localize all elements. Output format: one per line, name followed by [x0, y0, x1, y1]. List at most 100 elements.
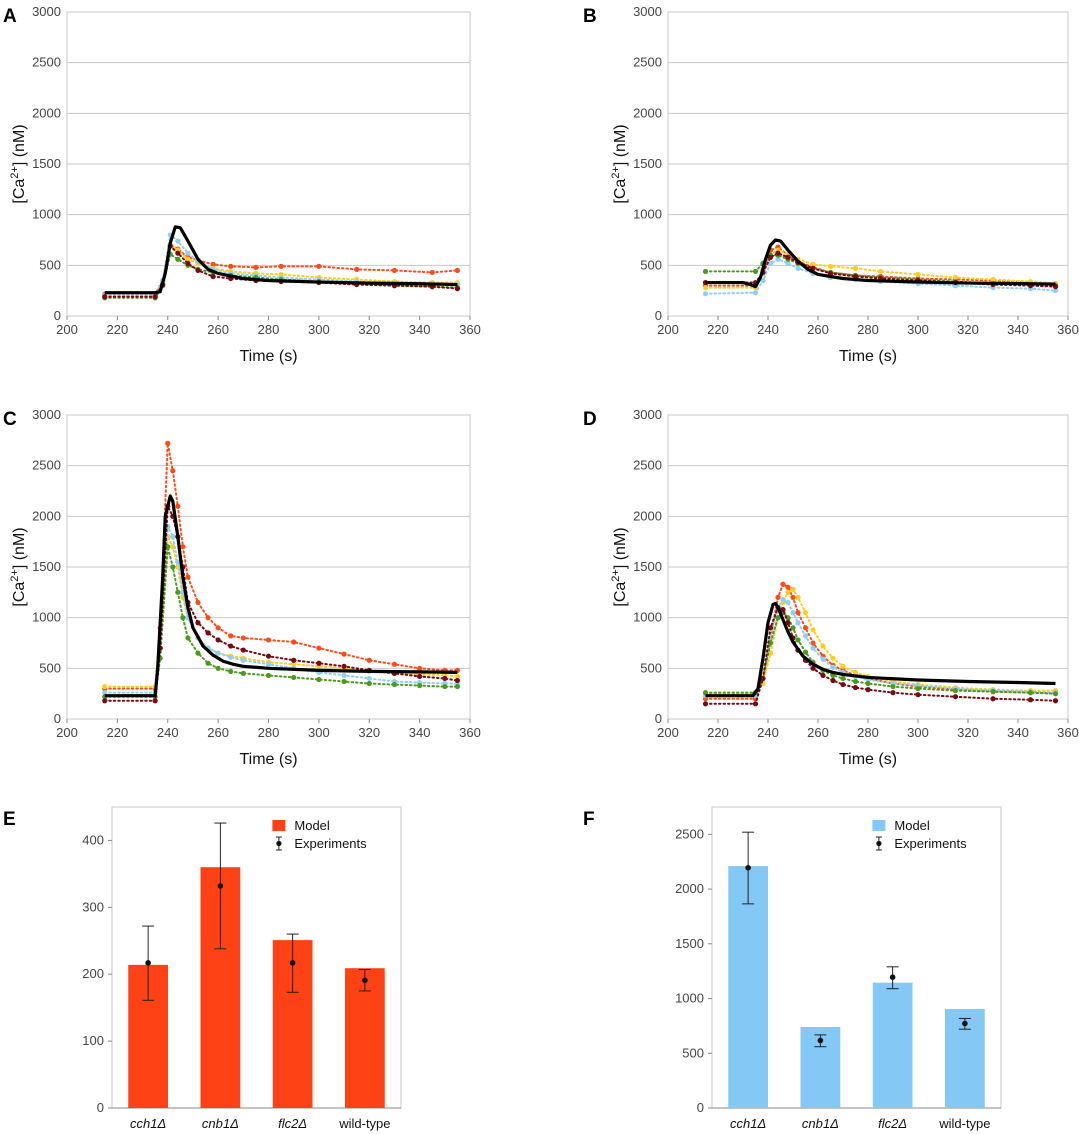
experiment-point [175, 503, 181, 509]
experiment-point [102, 294, 108, 300]
experiment-point [852, 273, 859, 280]
x-tick-label: 200 [657, 322, 679, 337]
x-tick-label: 260 [207, 725, 229, 740]
model-bar [872, 982, 913, 1108]
y-axis-label-part: ] (nM) [612, 124, 629, 166]
experiment-point [1027, 697, 1034, 703]
experiment-point [265, 672, 272, 679]
y-tick-label: 500 [39, 257, 61, 272]
experiment-point [195, 650, 201, 656]
experiment-point [810, 640, 816, 646]
experiment-mean-point [145, 960, 151, 966]
experiment-point [952, 694, 959, 700]
experiment-point [702, 291, 709, 297]
x-tick-label: 300 [907, 725, 929, 740]
experiment-series-line [704, 587, 1057, 695]
y-tick-label: 2000 [32, 508, 61, 523]
experiment-point [830, 677, 836, 684]
experiment-point [195, 267, 201, 273]
experiment-series-line [704, 582, 1057, 700]
experiment-point [795, 620, 801, 626]
experiment-point [454, 677, 461, 684]
experiment-point [890, 683, 896, 690]
experiment-point [228, 668, 234, 674]
experiment-point [316, 263, 322, 269]
y-tick-label: 200 [82, 966, 104, 981]
y-tick-label: 1000 [32, 610, 61, 625]
experiment-point [877, 268, 884, 275]
experiment-mean-point [817, 1037, 824, 1044]
experiment-point [175, 559, 181, 565]
experiment-point [1027, 690, 1034, 696]
experiment-point [810, 665, 816, 671]
x-tick-label: 300 [907, 322, 929, 337]
experiment-point [890, 690, 896, 696]
experiment-point [417, 673, 423, 680]
experiment-point [278, 263, 284, 269]
experiment-point [170, 564, 176, 570]
y-tick-label: 0 [54, 711, 61, 726]
y-axis-label-part: ] (nM) [11, 124, 28, 166]
x-tick-label: 340 [409, 725, 431, 740]
experiment-point [915, 692, 921, 698]
experiment-point [180, 615, 186, 621]
y-tick-label: 500 [640, 257, 662, 272]
experiment-point [210, 261, 216, 267]
experiment-point [185, 256, 191, 262]
x-tick-label: 280 [258, 322, 280, 337]
x-tick-label: 260 [807, 322, 829, 337]
experiment-point [265, 637, 272, 643]
legend-model-label: Model [294, 818, 330, 833]
experiment-point [1052, 698, 1059, 704]
y-tick-label: 300 [82, 899, 104, 914]
category-label: cnb1Δ [202, 1116, 239, 1131]
x-tick-label: 240 [757, 725, 779, 740]
experiment-point [785, 615, 791, 621]
y-tick-label: 2000 [633, 105, 662, 120]
experiment-point [228, 643, 234, 649]
experiment-point [760, 277, 766, 284]
model-bar [345, 968, 385, 1108]
chart-panel-c: 0 500 1000 1500 2000 2500 3000 200 220 240 260 280 3… [3, 407, 481, 768]
y-tick-label: 1000 [633, 207, 662, 222]
legend-experiments-label: Experiments [894, 836, 967, 851]
y-tick-label: 500 [39, 660, 61, 675]
experiment-point [790, 594, 796, 601]
experiment-point [990, 689, 996, 695]
experiment-point [291, 657, 297, 663]
experiment-point [852, 684, 859, 691]
experiment-point [291, 661, 297, 667]
chart-panel-a: 0 500 1000 1500 2000 2500 3000 200 220 240 260 280 3… [3, 4, 481, 365]
panel-label: A [3, 6, 17, 27]
experiment-point [785, 599, 791, 606]
experiment-point [852, 678, 859, 685]
experiment-point [752, 701, 759, 707]
experiment-mean-point [289, 960, 296, 966]
experiment-point [341, 672, 347, 679]
y-tick-label: 3000 [633, 4, 662, 19]
experiment-point [195, 599, 201, 606]
y-tick-label: 3000 [633, 407, 662, 422]
experiment-series-line [103, 546, 459, 698]
experiment-point [795, 637, 801, 643]
experiment-point [780, 581, 786, 587]
experiment-point [785, 260, 791, 266]
experiment-point [827, 263, 834, 269]
x-tick-label: 320 [957, 725, 979, 740]
experiment-point [391, 661, 398, 667]
category-label: cch1Δ [730, 1116, 766, 1131]
experiment-point [240, 657, 246, 663]
experiment-point [865, 680, 871, 687]
experiment-point [341, 651, 347, 657]
experiment-point [417, 682, 423, 689]
experiment-point [454, 267, 461, 273]
experiment-point [454, 673, 461, 680]
x-tick-label: 280 [258, 725, 280, 740]
experiment-point [454, 286, 461, 292]
experiment-point [785, 584, 791, 590]
experiment-point [102, 698, 108, 704]
x-tick-label: 360 [459, 322, 481, 337]
experiment-point [795, 594, 801, 601]
experiment-point [215, 637, 221, 643]
